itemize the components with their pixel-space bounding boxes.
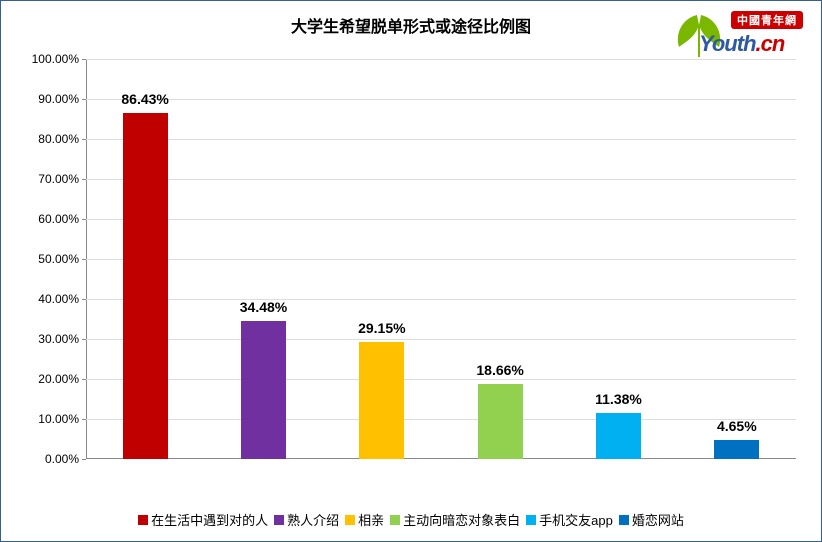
y-tick bbox=[82, 339, 86, 340]
bar-value-label: 86.43% bbox=[121, 91, 168, 107]
gridline bbox=[86, 259, 796, 260]
legend-swatch bbox=[619, 515, 629, 525]
gridline bbox=[86, 179, 796, 180]
gridline bbox=[86, 219, 796, 220]
legend-label: 在生活中遇到对的人 bbox=[151, 510, 268, 529]
y-axis-label: 90.00% bbox=[38, 92, 79, 106]
y-axis-label: 20.00% bbox=[38, 372, 79, 386]
legend-item: 婚恋网站 bbox=[619, 510, 684, 529]
bar-group: 18.66% bbox=[478, 59, 523, 459]
y-tick bbox=[82, 99, 86, 100]
legend-label: 主动向暗恋对象表白 bbox=[403, 510, 520, 529]
y-axis-label: 80.00% bbox=[38, 132, 79, 146]
chart-container: 大学生希望脱单形式或途径比例图 中國青年網 Youth.cn 86.43%34.… bbox=[0, 0, 822, 542]
y-axis-label: 0.00% bbox=[45, 452, 79, 466]
plot-area: 86.43% 34.48% 29.15% 18.66% 11.38% 4.65% bbox=[86, 59, 796, 459]
bar: 11.38% bbox=[596, 413, 641, 459]
y-tick bbox=[82, 299, 86, 300]
bar: 29.15% bbox=[359, 342, 404, 459]
y-axis-label: 100.00% bbox=[32, 52, 79, 66]
legend-label: 婚恋网站 bbox=[632, 510, 684, 529]
y-tick bbox=[82, 179, 86, 180]
legend-swatch bbox=[526, 515, 536, 525]
bar-group: 29.15% bbox=[359, 59, 404, 459]
gridline bbox=[86, 339, 796, 340]
y-tick bbox=[82, 59, 86, 60]
legend: 在生活中遇到对的人熟人介绍相亲主动向暗恋对象表白手机交友app 婚恋网站 bbox=[1, 510, 821, 529]
bar: 34.48% bbox=[241, 321, 286, 459]
legend-swatch bbox=[390, 515, 400, 525]
legend-label: 熟人介绍 bbox=[287, 510, 339, 529]
bar-value-label: 4.65% bbox=[717, 418, 757, 434]
gridline bbox=[86, 299, 796, 300]
legend-item: 主动向暗恋对象表白 bbox=[390, 510, 520, 529]
bar-group: 34.48% bbox=[241, 59, 286, 459]
legend-item: 在生活中遇到对的人 bbox=[138, 510, 268, 529]
bar: 86.43% bbox=[123, 113, 168, 459]
bar-group: 11.38% bbox=[596, 59, 641, 459]
legend-swatch bbox=[345, 515, 355, 525]
gridline bbox=[86, 419, 796, 420]
y-tick bbox=[82, 379, 86, 380]
logo-text-cn: .cn bbox=[756, 31, 785, 56]
bar: 18.66% bbox=[478, 384, 523, 459]
logo-text: Youth.cn bbox=[699, 31, 784, 57]
bar-group: 86.43% bbox=[123, 59, 168, 459]
y-tick bbox=[82, 259, 86, 260]
y-tick bbox=[82, 139, 86, 140]
y-axis-label: 40.00% bbox=[38, 292, 79, 306]
gridline bbox=[86, 99, 796, 100]
bar-value-label: 34.48% bbox=[240, 299, 287, 315]
bar: 4.65% bbox=[714, 440, 759, 459]
logo-text-y: Y bbox=[699, 31, 712, 56]
bar-value-label: 18.66% bbox=[476, 362, 523, 378]
logo-text-outh: outh bbox=[712, 31, 756, 56]
y-axis-label: 50.00% bbox=[38, 252, 79, 266]
bar-value-label: 11.38% bbox=[595, 391, 642, 407]
bar-group: 4.65% bbox=[714, 59, 759, 459]
y-tick bbox=[82, 219, 86, 220]
gridline bbox=[86, 379, 796, 380]
legend-swatch bbox=[274, 515, 284, 525]
y-axis-label: 10.00% bbox=[38, 412, 79, 426]
legend-swatch bbox=[138, 515, 148, 525]
legend-item: 相亲 bbox=[345, 510, 384, 529]
legend-item: 熟人介绍 bbox=[274, 510, 339, 529]
legend-label: 手机交友app bbox=[539, 510, 613, 529]
legend-item: 手机交友app bbox=[526, 510, 613, 529]
y-axis-label: 30.00% bbox=[38, 332, 79, 346]
x-axis bbox=[86, 458, 796, 459]
legend-label: 相亲 bbox=[358, 510, 384, 529]
y-axis-label: 60.00% bbox=[38, 212, 79, 226]
y-tick bbox=[82, 459, 86, 460]
logo-badge: 中國青年網 bbox=[731, 11, 803, 29]
gridline bbox=[86, 139, 796, 140]
y-axis-label: 70.00% bbox=[38, 172, 79, 186]
gridline bbox=[86, 59, 796, 60]
y-tick bbox=[82, 419, 86, 420]
bar-value-label: 29.15% bbox=[358, 320, 405, 336]
